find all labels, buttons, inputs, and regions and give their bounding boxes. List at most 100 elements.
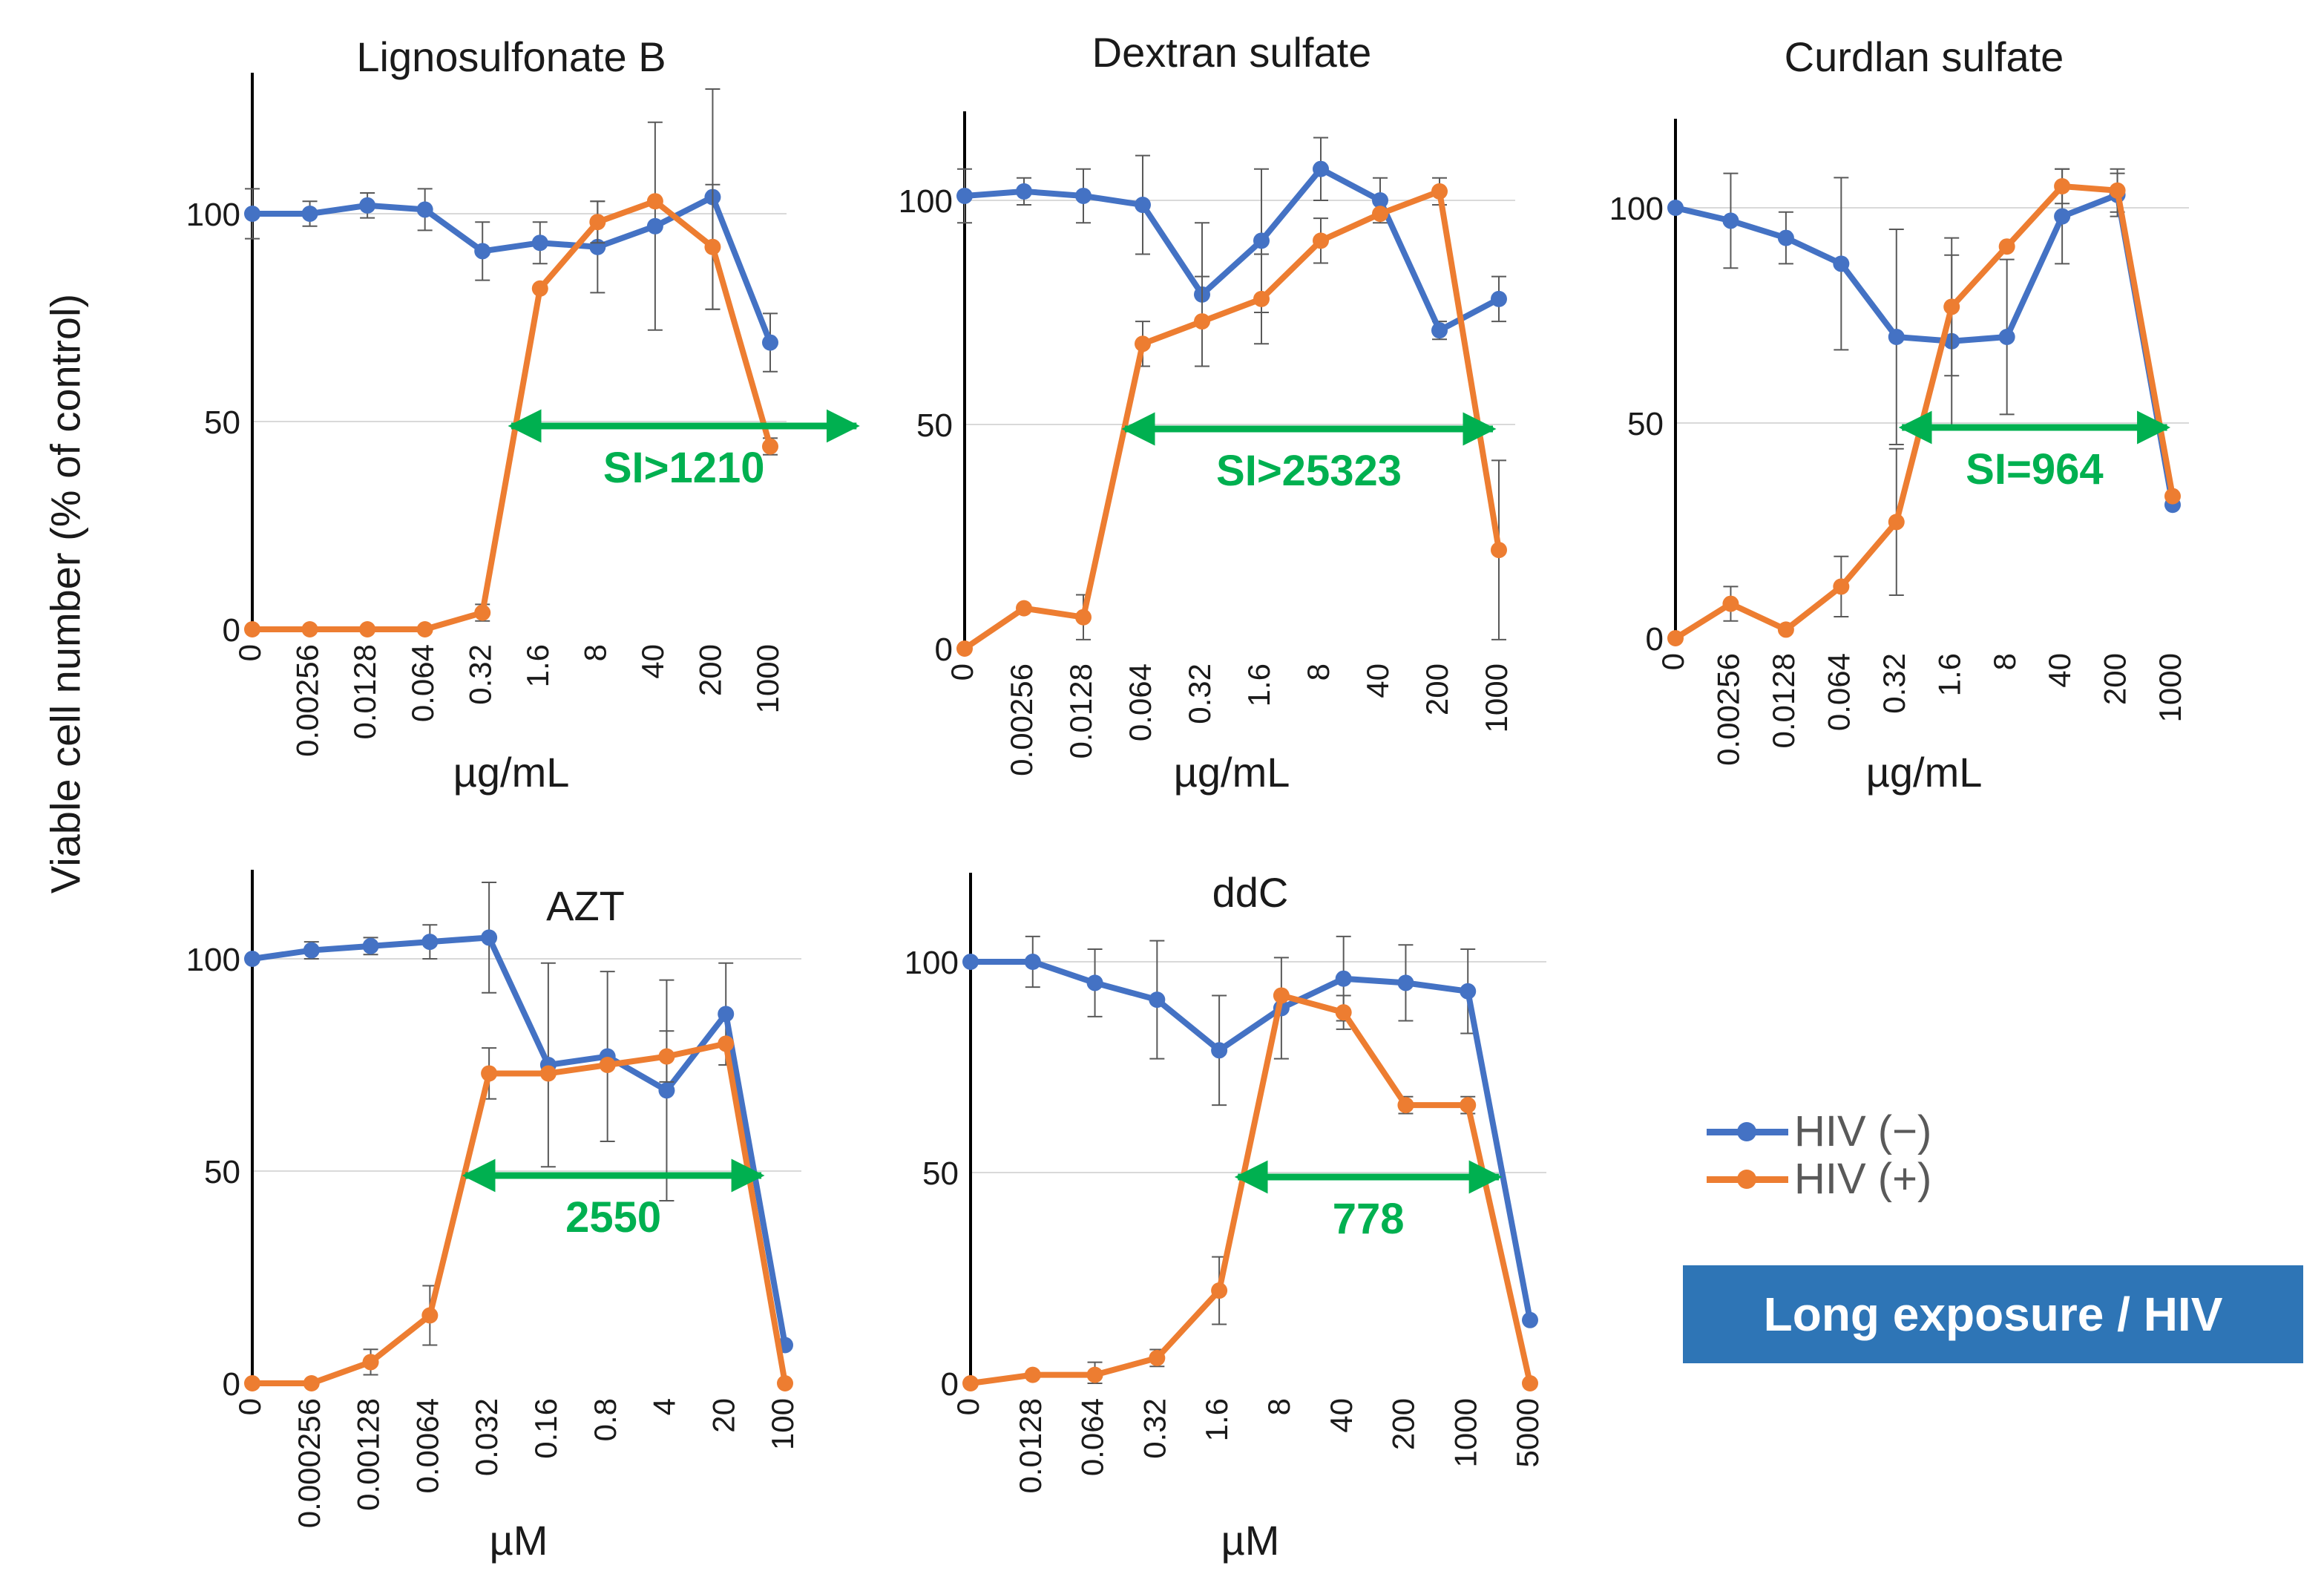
data-point-hiv-negative xyxy=(1667,200,1684,216)
data-point-hiv-positive xyxy=(962,1375,979,1391)
series-line-hiv-negative xyxy=(964,165,1500,334)
x-tick-label: 0.00256 xyxy=(1004,663,1039,776)
series-line-hiv-positive xyxy=(970,992,1533,1386)
data-point-hiv-positive xyxy=(1397,1097,1414,1114)
x-tick-label: 0 xyxy=(945,663,979,681)
x-tick-label: 0.00256 xyxy=(1711,653,1746,766)
x-tick-label: 1.6 xyxy=(1931,653,1966,696)
data-point-hiv-positive xyxy=(1998,238,2015,255)
y-tick-label: 100 xyxy=(186,197,240,233)
x-tick-label: 1.6 xyxy=(1241,663,1276,706)
data-point-hiv-negative xyxy=(1522,1311,1538,1328)
data-point-hiv-positive xyxy=(2054,178,2071,194)
data-point-hiv-negative xyxy=(1135,197,1151,214)
x-axis-label: µM xyxy=(1221,1517,1280,1564)
data-point-hiv-positive xyxy=(1135,335,1151,353)
data-point-hiv-positive xyxy=(1722,595,1739,612)
series-line-hiv-positive xyxy=(1673,183,2176,641)
x-tick-label: 1000 xyxy=(750,644,785,713)
legend-marker-hiv-positive xyxy=(1737,1170,1756,1189)
data-point-hiv-positive xyxy=(539,1065,557,1082)
x-tick-label: 200 xyxy=(1386,1398,1421,1450)
x-tick-label: 100 xyxy=(765,1398,800,1450)
data-point-hiv-negative xyxy=(956,187,973,204)
chart-title: Curdlan sulfate xyxy=(1785,33,2064,80)
data-point-hiv-positive xyxy=(1313,232,1329,249)
x-tick-label: 1000 xyxy=(2153,653,2187,722)
x-axis-label: µg/mL xyxy=(1866,749,1983,796)
series-line-hiv-positive xyxy=(252,1040,788,1386)
x-tick-label: 200 xyxy=(693,644,728,696)
selectivity-label: SI>1210 xyxy=(603,444,765,492)
data-point-hiv-negative xyxy=(1253,232,1270,249)
chart-title: ddC xyxy=(1212,869,1289,916)
exposure-badge: Long exposure / HIV xyxy=(1683,1265,2303,1363)
x-tick-label: 0 xyxy=(1655,653,1690,670)
x-tick-label: 1.6 xyxy=(520,644,555,687)
data-point-hiv-negative xyxy=(1431,322,1448,339)
x-tick-label: 40 xyxy=(1324,1398,1359,1433)
x-tick-label: 1000 xyxy=(1448,1398,1483,1467)
x-tick-label: 8 xyxy=(1987,653,2022,670)
x-tick-label: 40 xyxy=(1360,663,1395,698)
series-line-hiv-negative xyxy=(971,959,1533,1321)
x-tick-label: 0.00256 xyxy=(290,644,325,757)
data-point-hiv-positive xyxy=(531,280,548,297)
x-tick-label: 8 xyxy=(577,644,612,661)
data-point-hiv-positive xyxy=(1522,1375,1538,1391)
series-line-hiv-negative xyxy=(252,934,788,1346)
data-point-hiv-positive xyxy=(956,640,973,657)
x-tick-label: 4 xyxy=(647,1398,682,1415)
x-tick-label: 0 xyxy=(232,1398,267,1415)
data-point-hiv-negative xyxy=(1460,983,1477,1000)
series-line-hiv-positive xyxy=(252,198,773,632)
y-tick-label: 0 xyxy=(223,612,240,649)
chart-title: Lignosulfonate B xyxy=(356,33,666,80)
y-tick-label: 100 xyxy=(905,945,959,981)
data-point-hiv-negative xyxy=(303,942,320,959)
data-point-hiv-positive xyxy=(474,604,491,621)
data-point-hiv-positive xyxy=(646,193,663,210)
data-point-hiv-positive xyxy=(362,1354,379,1371)
legend-marker-hiv-negative xyxy=(1737,1122,1756,1141)
y-tick-label: 50 xyxy=(204,1154,240,1190)
x-tick-label: 0.16 xyxy=(528,1398,563,1459)
x-tick-label: 0.0128 xyxy=(1063,663,1098,758)
y-tick-label: 50 xyxy=(204,404,240,441)
x-tick-label: 5000 xyxy=(1510,1398,1545,1467)
chart-title: Dextran sulfate xyxy=(1092,29,1372,76)
legend-label-hiv-positive: HIV (+) xyxy=(1794,1155,1932,1203)
data-point-hiv-positive xyxy=(1943,298,1960,315)
data-point-hiv-negative xyxy=(718,1006,735,1023)
selectivity-label: 2550 xyxy=(565,1193,661,1242)
data-point-hiv-negative xyxy=(244,951,260,967)
data-point-hiv-negative xyxy=(531,235,548,252)
data-point-hiv-negative xyxy=(1722,212,1739,229)
data-point-hiv-positive xyxy=(704,238,721,255)
data-point-hiv-negative xyxy=(1397,974,1414,991)
data-point-hiv-negative xyxy=(1016,183,1032,200)
x-tick-label: 0.032 xyxy=(469,1398,504,1476)
data-point-hiv-positive xyxy=(777,1375,793,1391)
y-axis-title-text: Viable cell number (% of control) xyxy=(42,293,89,894)
data-point-hiv-positive xyxy=(421,1307,439,1324)
data-point-hiv-positive xyxy=(2164,488,2181,505)
data-point-hiv-negative xyxy=(301,206,318,222)
data-point-hiv-negative xyxy=(1211,1042,1228,1059)
x-tick-label: 8 xyxy=(1261,1398,1296,1415)
x-tick-label: 0.0064 xyxy=(410,1398,444,1493)
data-point-hiv-positive xyxy=(658,1048,675,1065)
data-point-hiv-positive xyxy=(1460,1097,1477,1114)
data-point-hiv-negative xyxy=(244,206,260,222)
data-point-hiv-positive xyxy=(244,1375,260,1391)
x-tick-label: 0 xyxy=(232,644,267,661)
data-point-hiv-positive xyxy=(1194,313,1210,330)
x-tick-label: 8 xyxy=(1301,663,1336,681)
x-tick-label: 0.00128 xyxy=(351,1398,386,1511)
y-tick-label: 50 xyxy=(922,1155,959,1192)
data-point-hiv-negative xyxy=(1833,255,1850,272)
series-line-hiv-positive xyxy=(962,188,1502,652)
data-point-hiv-positive xyxy=(1075,609,1092,626)
